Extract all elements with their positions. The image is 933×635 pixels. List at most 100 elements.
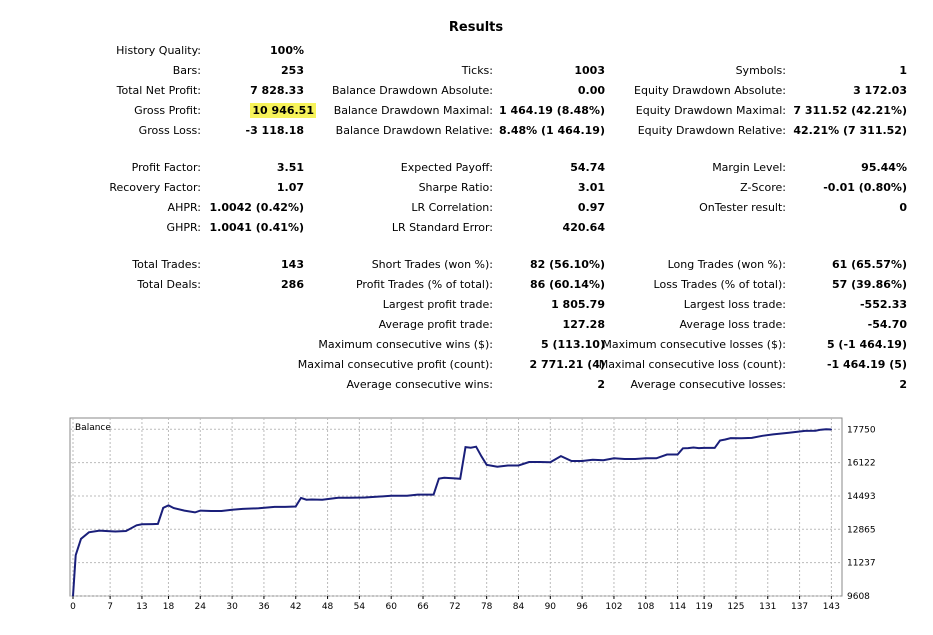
lr-correlation-label: LR Correlation: — [411, 201, 493, 214]
x-tick-label: 0 — [70, 602, 76, 612]
balance-point — [199, 509, 201, 512]
balance-point — [162, 507, 164, 509]
z-score-label: Z-Score: — [740, 181, 786, 194]
balance-point — [825, 428, 827, 430]
equity-dd-max-value: 7 311.52 (42.21%) — [793, 104, 907, 117]
balance-point — [814, 430, 817, 432]
balance-point — [517, 464, 520, 467]
bars-label: Bars: — [172, 64, 201, 77]
balance-point — [486, 464, 488, 466]
gross-profit-value: 10 946.51 — [250, 103, 316, 118]
balance-point — [305, 499, 307, 501]
expected-payoff-value: 54.74 — [570, 161, 605, 174]
balance-point — [311, 498, 313, 501]
largest-loss-value: -552.33 — [859, 298, 907, 311]
balance-point — [751, 437, 753, 439]
x-tick-label: 54 — [354, 602, 366, 612]
balance-point — [157, 523, 159, 525]
balance-point — [772, 433, 774, 435]
symbols-label: Symbols: — [735, 64, 786, 77]
balance-point — [804, 430, 806, 432]
x-tick-label: 36 — [258, 602, 270, 612]
balance-point — [72, 595, 74, 597]
x-tick-label: 42 — [290, 602, 301, 612]
max-consec-losses-label: Maximum consecutive losses ($): — [602, 338, 786, 351]
balance-point — [348, 497, 350, 499]
long-trades-label: Long Trades (won %): — [667, 258, 786, 271]
balance-point — [231, 509, 233, 511]
balance-point — [438, 478, 440, 480]
balance-point — [682, 447, 684, 449]
profit-trades-label: Profit Trades (% of total): — [355, 278, 493, 291]
lr-std-error-value: 420.64 — [562, 221, 605, 234]
short-trades-label: Short Trades (won %): — [371, 258, 493, 271]
balance-point — [284, 506, 286, 508]
max-consec-wins-value: 5 (113.10) — [541, 338, 605, 351]
balance-point — [258, 507, 260, 509]
balance-dd-rel-label: Balance Drawdown Relative: — [335, 124, 493, 137]
short-trades-value: 82 (56.10%) — [529, 258, 605, 271]
balance-dd-abs-value: 0.00 — [577, 84, 605, 97]
x-tick-label: 90 — [545, 602, 557, 612]
history-quality-value: 100% — [270, 44, 304, 57]
balance-point — [454, 477, 456, 480]
largest-profit-value: 1 805.79 — [551, 298, 605, 311]
history-quality-label: History Quality: — [116, 44, 201, 57]
margin-level-value: 95.44% — [861, 161, 907, 174]
y-tick-label: 11237 — [847, 559, 876, 569]
largest-profit-label: Largest profit trade: — [382, 298, 493, 311]
balance-point — [88, 531, 90, 533]
x-tick-label: 13 — [136, 602, 147, 612]
expected-payoff-label: Expected Payoff: — [400, 161, 493, 174]
balance-point — [401, 495, 403, 497]
balance-point — [321, 499, 323, 501]
average-loss-value: -54.70 — [867, 318, 907, 331]
balance-point — [443, 477, 445, 479]
equity-dd-abs-label: Equity Drawdown Absolute: — [634, 84, 786, 97]
chart-legend-balance: Balance — [75, 423, 111, 433]
balance-point — [210, 510, 212, 512]
balance-point — [470, 447, 472, 449]
balance-point — [597, 459, 599, 461]
balance-point — [337, 497, 339, 499]
total-trades-value: 143 — [281, 258, 304, 271]
balance-point — [602, 459, 604, 461]
balance-series-points — [72, 428, 832, 597]
balance-point — [125, 530, 127, 532]
loss-trades-label: Loss Trades (% of total): — [653, 278, 786, 291]
x-tick-label: 96 — [576, 602, 588, 612]
equity-dd-rel-label: Equity Drawdown Relative: — [637, 124, 786, 137]
balance-point — [613, 457, 615, 459]
margin-level-label: Margin Level: — [712, 161, 786, 174]
ticks-label: Ticks: — [461, 64, 493, 77]
ahpr-label: AHPR: — [167, 201, 201, 214]
chart-grid — [70, 418, 842, 597]
equity-dd-abs-value: 3 172.03 — [853, 84, 907, 97]
balance-point — [634, 458, 636, 460]
x-tick-label: 143 — [823, 602, 840, 612]
maximal-consec-profit-label: Maximal consecutive profit (count): — [297, 358, 493, 371]
maximal-consec-loss-value: -1 464.19 (5) — [826, 358, 907, 371]
x-tick-label: 7 — [107, 602, 113, 612]
profit-factor-label: Profit Factor: — [131, 161, 201, 174]
balance-point — [539, 461, 541, 463]
profit-trades-value: 86 (60.14%) — [529, 278, 605, 291]
balance-point — [730, 437, 732, 439]
x-tick-label: 24 — [195, 602, 207, 612]
total-net-profit-value: 7 828.33 — [250, 84, 304, 97]
gross-profit-label: Gross Profit: — [134, 104, 201, 117]
y-tick-label: 12865 — [847, 525, 876, 535]
total-deals-value: 286 — [281, 278, 304, 291]
balance-point — [623, 458, 626, 460]
balance-dd-max-value: 1 464.19 (8.48%) — [499, 104, 605, 117]
balance-point — [724, 438, 726, 441]
balance-point — [98, 530, 101, 532]
ontester-value: 0 — [899, 201, 907, 214]
loss-trades-value: 57 (39.86%) — [831, 278, 907, 291]
gross-loss-label: Gross Loss: — [138, 124, 201, 137]
balance-point — [761, 435, 764, 437]
average-profit-label: Average profit trade: — [378, 318, 493, 331]
balance-point — [687, 447, 689, 449]
x-tick-label: 119 — [696, 602, 713, 612]
